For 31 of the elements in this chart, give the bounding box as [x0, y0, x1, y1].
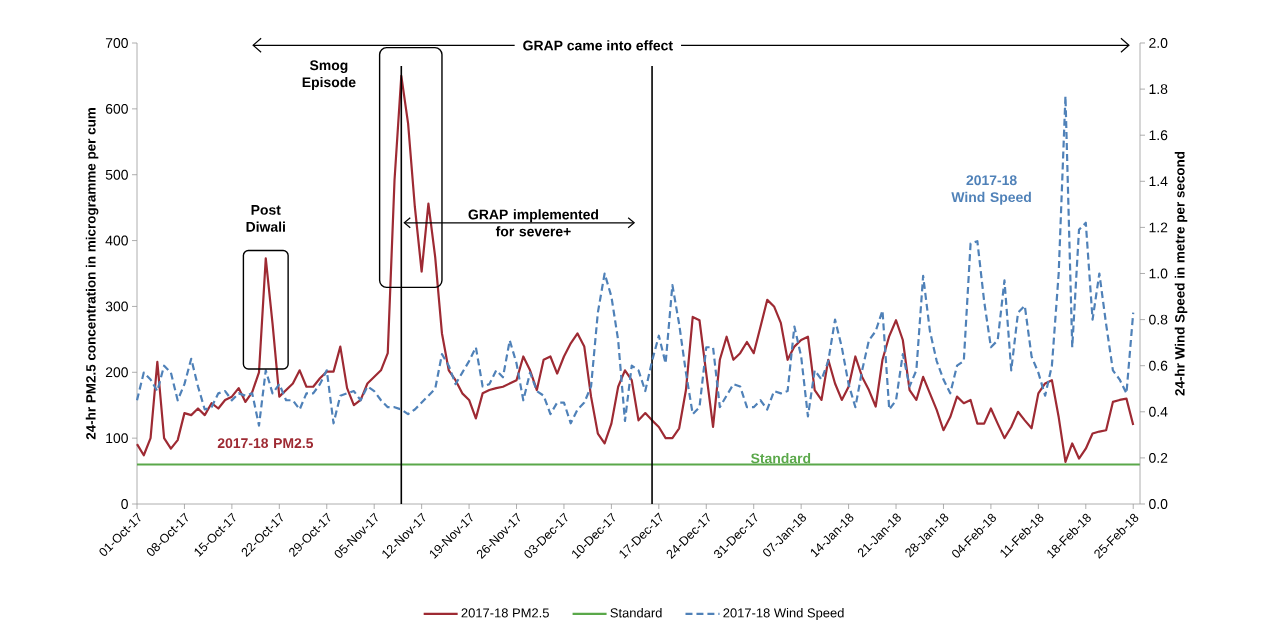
y-tick-label: 600 [105, 103, 128, 114]
y-tick-label: 0 [121, 499, 128, 509]
annotation: Smog Episode [302, 60, 356, 90]
annotation: Standard [751, 453, 811, 464]
annotation: GRAP implemented for severe+ [468, 209, 599, 237]
y2-tick-label: 1.2 [1149, 222, 1168, 233]
y2-axis-title: 24-hr Wind Speed in metre per second [1174, 151, 1188, 396]
y2-tick-label: 2.0 [1149, 38, 1168, 48]
y2-tick-label: 0.2 [1149, 452, 1168, 463]
y-tick-label: 400 [105, 235, 128, 246]
y2-tick-label: 0.6 [1149, 360, 1168, 371]
legend-label: 2017-18 PM2.5 [461, 608, 549, 618]
y-axis-title: 24-hr PM2.5 concentration in microgramme per cum [85, 108, 99, 440]
y-tick-label: 500 [105, 169, 128, 180]
y2-tick-label: 1.6 [1149, 130, 1168, 141]
annotation: 2017-18 PM2.5 [217, 438, 314, 449]
y2-tick-label: 0.8 [1149, 314, 1168, 325]
y-tick-label: 700 [105, 38, 128, 48]
annotation: 2017-18 Wind Speed [951, 175, 1031, 205]
y-tick-label: 300 [105, 301, 128, 312]
y2-tick-label: 0.4 [1149, 406, 1168, 417]
y2-tick-label: 1.0 [1149, 268, 1168, 279]
annotation: Post Diwali [246, 205, 285, 232]
y-tick-label: 100 [106, 433, 128, 444]
annotation: GRAP came into effect [523, 40, 673, 51]
legend-label: 2017-18 Wind Speed [723, 607, 844, 621]
y2-tick-label: 1.8 [1149, 84, 1168, 95]
legend-label: Standard [610, 607, 662, 618]
y-tick-label: 200 [105, 367, 128, 378]
y2-tick-label: 0.0 [1149, 499, 1168, 509]
y2-tick-label: 1.4 [1149, 176, 1168, 187]
